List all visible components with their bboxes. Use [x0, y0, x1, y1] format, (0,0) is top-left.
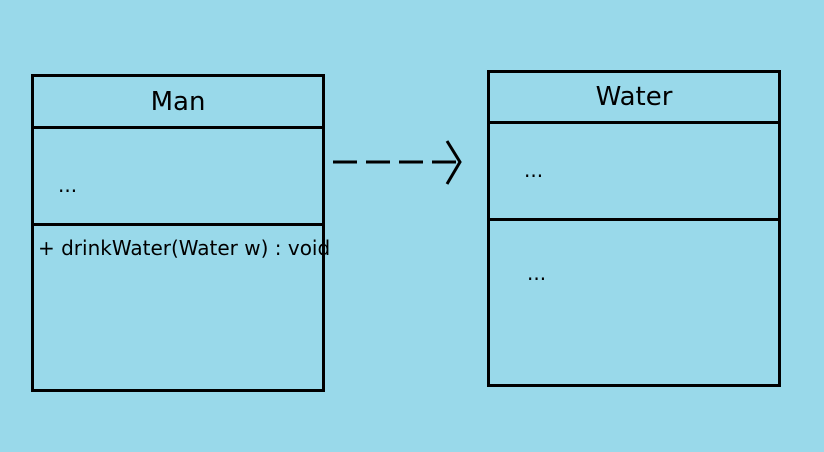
attributes-section-man: ... — [34, 129, 322, 226]
attributes-text-man: ... — [58, 173, 78, 197]
class-name-water-text: Water — [595, 82, 673, 112]
operation-text-man: + drinkWater(Water w) : void — [38, 236, 331, 260]
class-name-man-text: Man — [150, 86, 206, 117]
open-arrowhead — [445, 140, 462, 185]
operations-text-water: ... — [527, 261, 547, 285]
attributes-section-water: ... — [490, 124, 778, 221]
class-box-water: Water ... ... — [487, 70, 781, 387]
attributes-text-water: ... — [524, 158, 544, 182]
class-name-water: Water — [490, 73, 778, 124]
class-box-man: Man ... + drinkWater(Water w) : void — [31, 74, 330, 392]
class-name-man: Man — [34, 77, 322, 129]
